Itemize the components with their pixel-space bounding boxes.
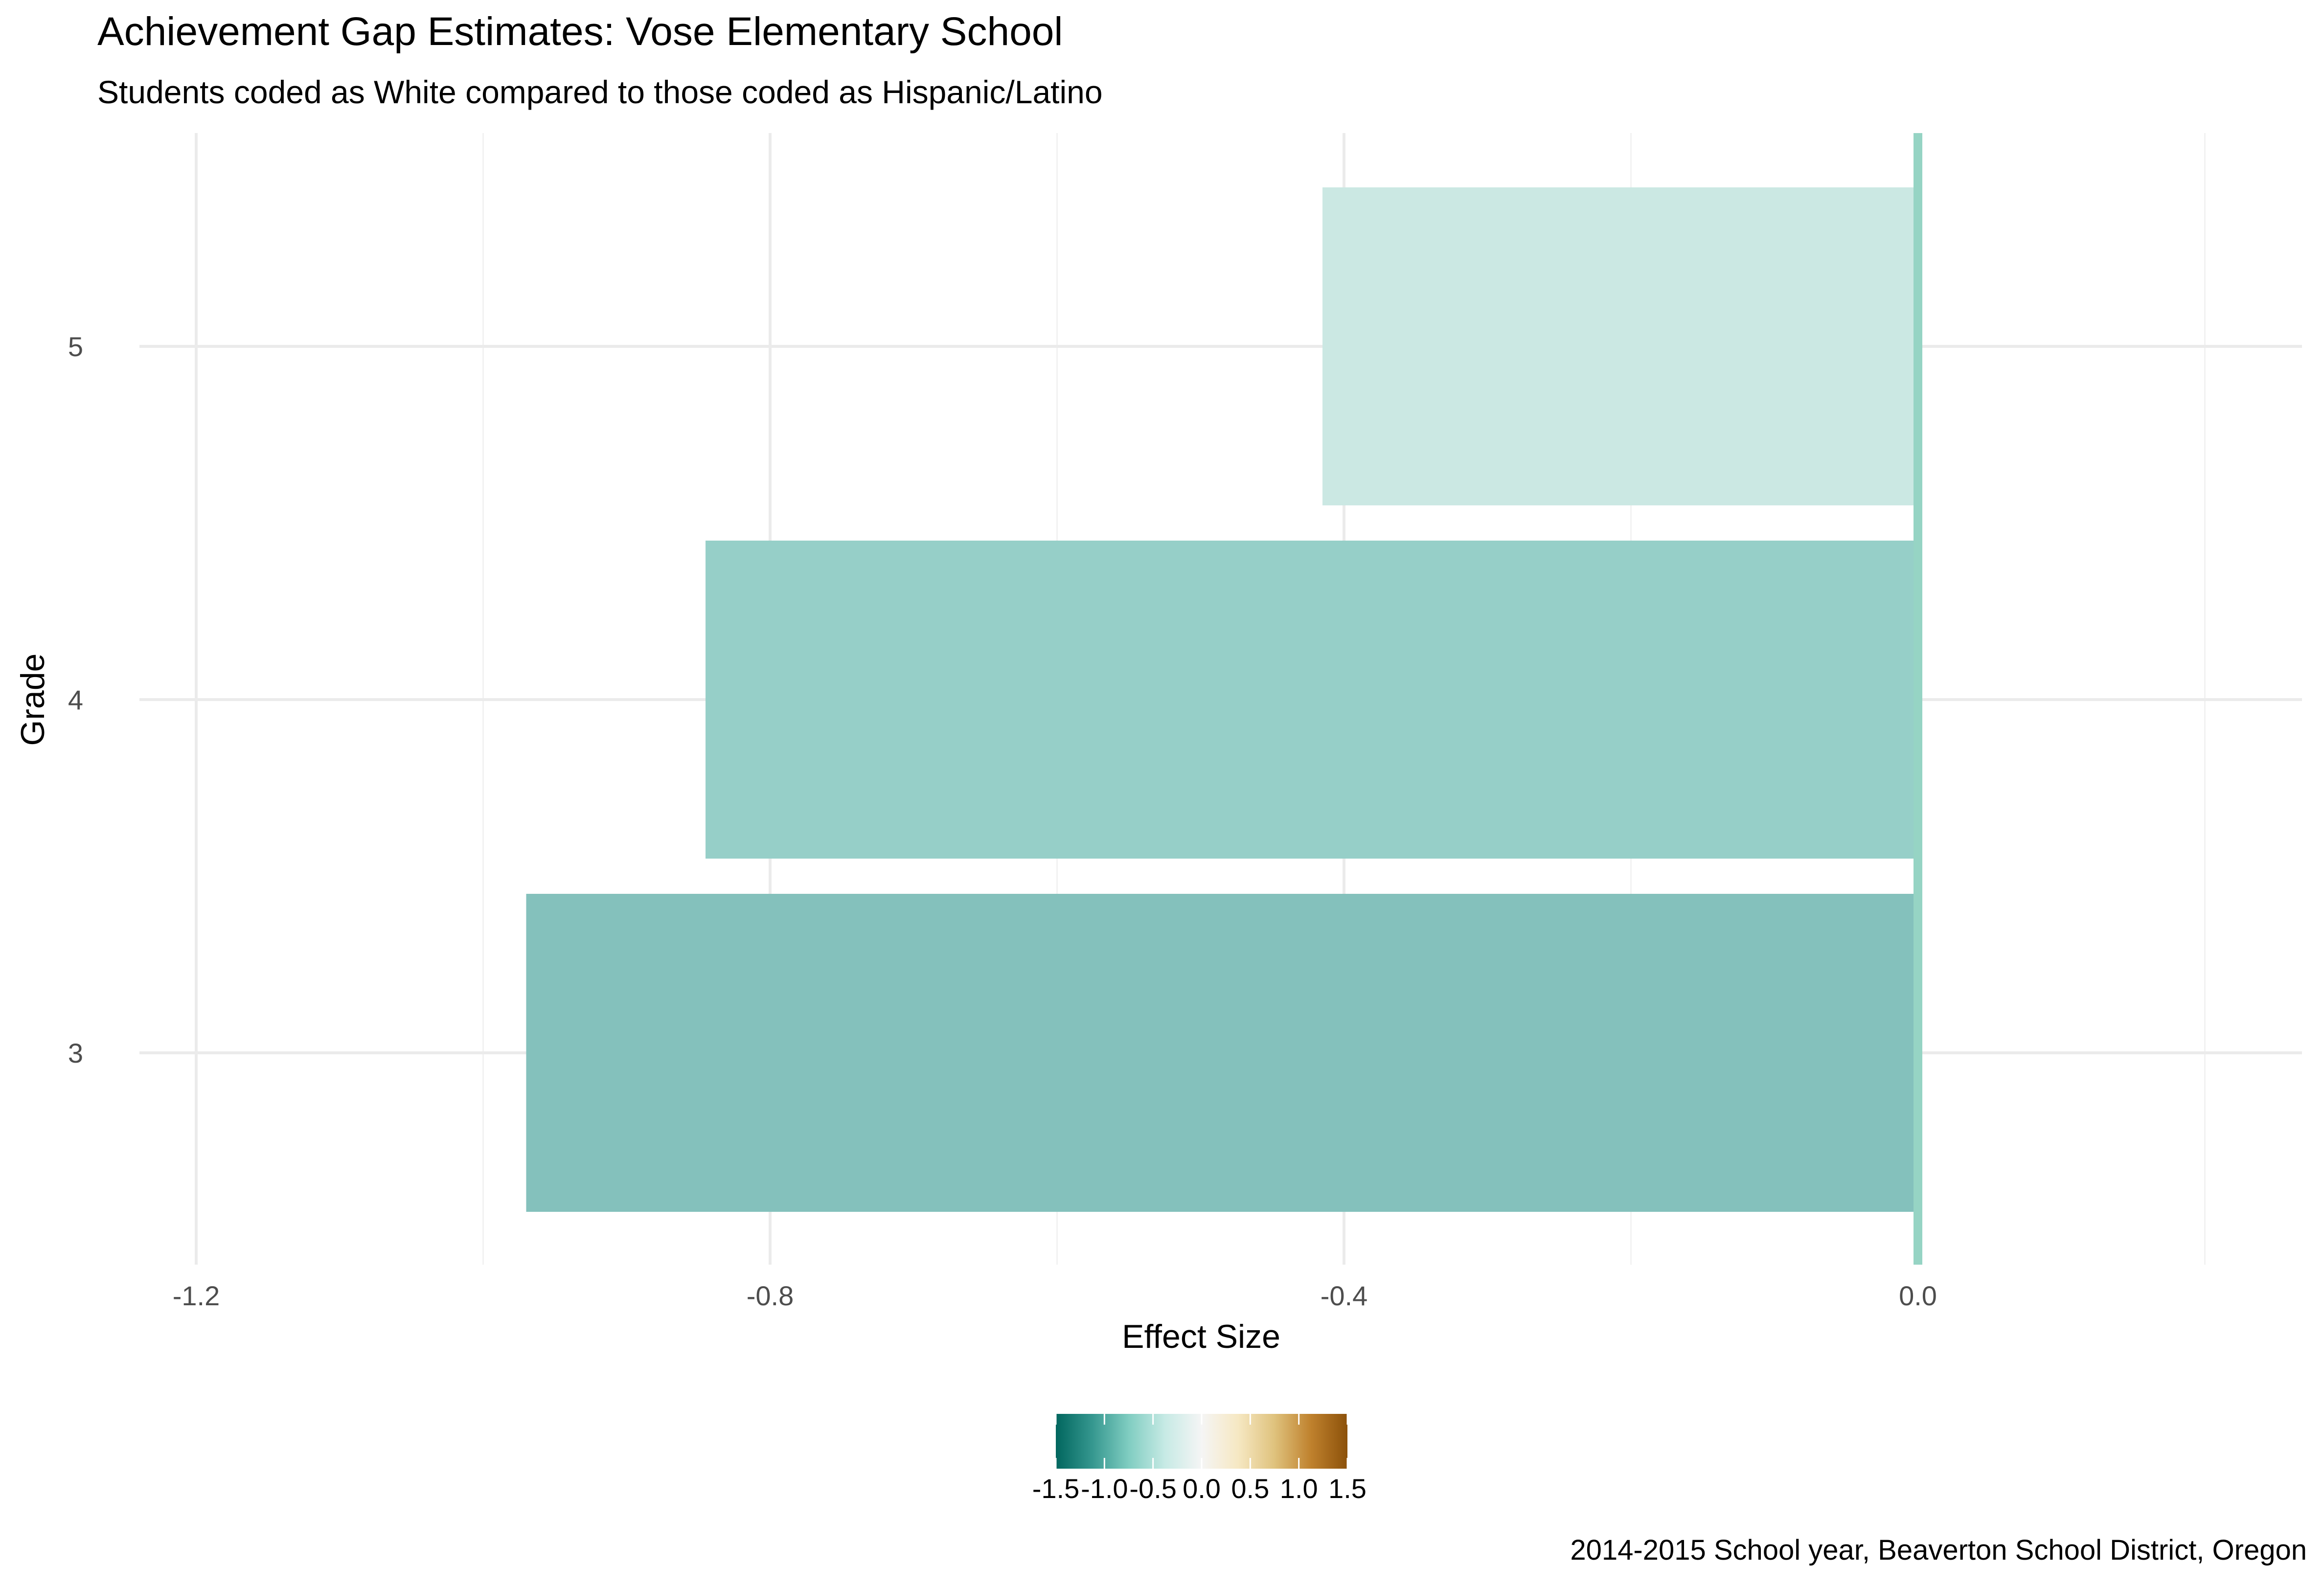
y-axis-title: Grade	[14, 654, 51, 746]
legend-tick-label: 0.5	[1231, 1473, 1269, 1504]
x-tick-label: 0.0	[1899, 1280, 1937, 1311]
y-tick-label: 5	[68, 331, 83, 362]
bar-grade-5	[1322, 187, 1918, 505]
bar-grade-3	[526, 894, 1918, 1212]
x-tick-label: -1.2	[173, 1280, 220, 1311]
x-axis-title: Effect Size	[1122, 1318, 1280, 1355]
chart-subtitle: Students coded as White compared to thos…	[97, 74, 1103, 110]
legend-tick-label: -1.5	[1032, 1473, 1080, 1504]
legend-tick-label: 1.5	[1328, 1473, 1367, 1504]
legend-tick-label: -1.0	[1081, 1473, 1128, 1504]
chart-title: Achievement Gap Estimates: Vose Elementa…	[97, 9, 1063, 54]
zero-reference-line	[1914, 133, 1922, 1265]
legend-tick-label: 1.0	[1280, 1473, 1318, 1504]
y-tick-label: 4	[68, 684, 83, 715]
y-tick-label: 3	[68, 1038, 83, 1068]
x-tick-label: -0.4	[1321, 1280, 1368, 1311]
bar-grade-4	[706, 541, 1918, 859]
chart-caption: 2014-2015 School year, Beaverton School …	[1570, 1534, 2307, 1566]
legend-tick-label: -0.5	[1129, 1473, 1177, 1504]
x-tick-label: -0.8	[747, 1280, 794, 1311]
legend-tick-label: 0.0	[1183, 1473, 1221, 1504]
